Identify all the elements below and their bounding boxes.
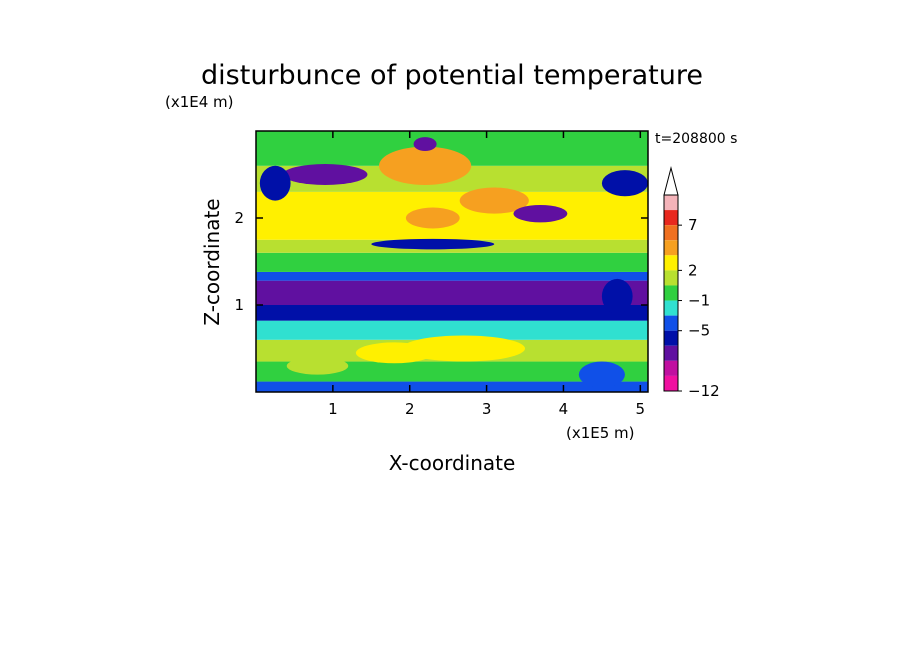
field-band <box>256 280 648 305</box>
plot-frame <box>255 130 649 393</box>
colorbar-segment <box>664 300 678 316</box>
plot-area <box>256 131 648 392</box>
colorbar-segment <box>664 345 678 361</box>
colorbar-label: −12 <box>688 382 720 400</box>
colorbar-segment <box>664 270 678 286</box>
field-band <box>256 381 648 392</box>
colorbar-segment <box>664 195 678 211</box>
field-feature <box>459 187 529 214</box>
x-tick-label: 3 <box>482 400 492 418</box>
colorbar: 7 2 −1 −5 −12 <box>663 166 720 400</box>
colorbar-segment <box>664 285 678 301</box>
y-axis-label: Z-coordinate <box>200 198 224 325</box>
colorbar-label: 2 <box>688 261 698 279</box>
x-unit-label: (x1E5 m) <box>566 424 635 442</box>
y-tick-label: 2 <box>234 209 244 227</box>
colorbar-segment <box>664 375 678 391</box>
x-tick-label: 5 <box>636 400 646 418</box>
field-feature <box>259 165 291 201</box>
colorbar-extension <box>663 166 679 196</box>
x-tick-label: 4 <box>559 400 569 418</box>
colorbar-segment <box>664 255 678 271</box>
field-band <box>256 305 648 321</box>
colorbar-label: 7 <box>688 216 698 234</box>
colorbar-segment <box>664 315 678 331</box>
x-axis: 1 2 3 4 5 <box>328 131 645 418</box>
chart-title: disturbunce of potential temperature <box>201 60 703 91</box>
colorbar-label: −1 <box>688 292 710 310</box>
field-feature <box>371 238 495 250</box>
time-label: t=208800 s <box>655 131 737 147</box>
field-feature <box>282 164 368 185</box>
colorbar-segment <box>664 225 678 241</box>
field-feature <box>513 204 568 223</box>
colorbar-frame <box>663 194 679 392</box>
x-tick-label: 1 <box>328 400 338 418</box>
y-axis: 12 <box>234 209 648 314</box>
field-feature <box>402 335 526 362</box>
field-feature <box>405 207 460 229</box>
y-tick-label: 1 <box>234 296 244 314</box>
colorbar-segment <box>664 330 678 346</box>
colorbar-segment <box>664 210 678 226</box>
field-band <box>256 320 648 340</box>
field-feature <box>601 278 633 314</box>
x-tick-label: 2 <box>405 400 415 418</box>
colorbar-segment <box>664 360 678 376</box>
field-feature <box>286 357 349 375</box>
field-band <box>256 361 648 382</box>
x-axis-label: X-coordinate <box>389 451 516 475</box>
field-feature <box>413 137 437 152</box>
field-feature <box>378 146 472 185</box>
field-feature <box>578 361 625 388</box>
y-unit-label: (x1E4 m) <box>165 93 234 111</box>
field-feature <box>355 342 433 364</box>
colorbar-label: −5 <box>688 322 710 340</box>
field-band <box>256 252 648 272</box>
colorbar-segment <box>664 240 678 256</box>
field-feature <box>601 170 648 197</box>
field-band <box>256 271 648 281</box>
